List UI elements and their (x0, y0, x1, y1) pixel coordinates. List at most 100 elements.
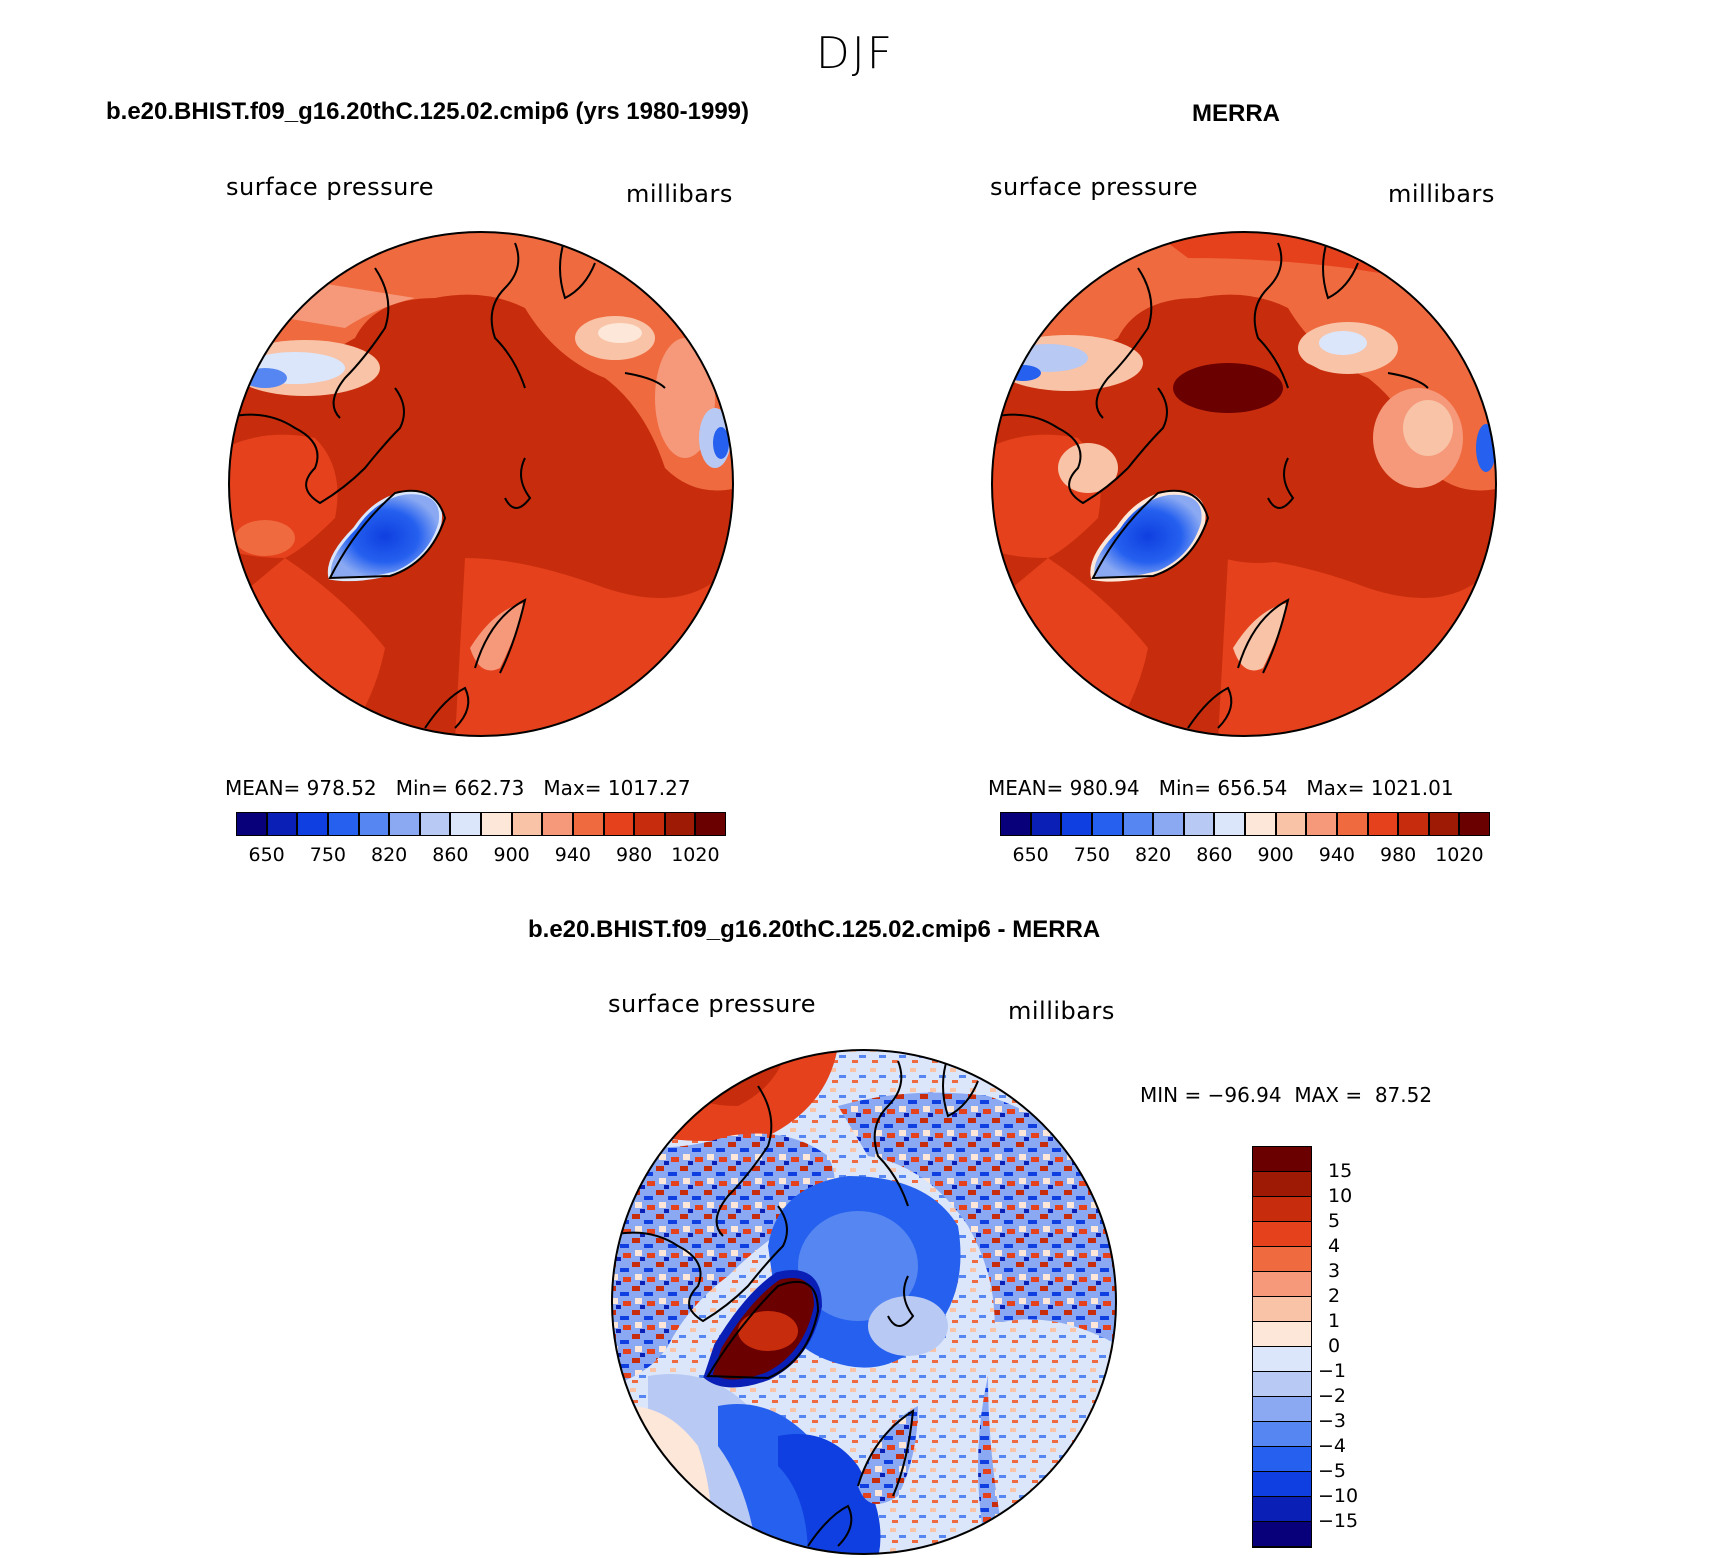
panel3-colorbar-tick-label: −15 (1318, 1510, 1359, 1532)
panel2-colorbar-swatch (1428, 812, 1460, 836)
panel3-stats: MIN = −96.94 MAX = 87.52 (1140, 1083, 1432, 1107)
panel2-title: MERRA (1192, 100, 1280, 127)
panel2-colorbar-tick-label: 980 (1379, 844, 1417, 866)
panel1-colorbar-tick-label: 860 (432, 844, 469, 866)
panel1-colorbar-tick-label: 900 (493, 844, 530, 866)
panel3-colorbar-swatch (1253, 1447, 1311, 1472)
panel2-colorbar-labels: 650 750 820 860 900 940 980 1020 (1000, 844, 1490, 870)
panel3-colorbar-labels: 15 10 5 4 3 2 1 0 −1 −2 −3 −4 −5 −10 −15 (1318, 1146, 1380, 1546)
panel3-colorbar-swatch (1253, 1397, 1311, 1422)
panel2-colorbar-swatch (1122, 812, 1154, 836)
panel3-colorbar-swatch (1253, 1347, 1311, 1372)
panel2-arctic-high (1173, 363, 1283, 413)
panel3-colorbar-swatch (1253, 1497, 1311, 1522)
panel1-colorbar-swatch (511, 812, 543, 836)
panel3-colorbar-swatch (1253, 1147, 1311, 1172)
panel2-colorbar-swatch (1061, 812, 1092, 836)
panel1-colorbar-swatch (695, 812, 726, 836)
panel3-colorbar-tick-label: 1 (1328, 1310, 1341, 1332)
panel2-colorbar (1000, 812, 1490, 836)
panel3-max-value: 87.52 (1374, 1083, 1433, 1107)
panel2-colorbar-swatch (1245, 812, 1276, 836)
panel3-min-value: −96.94 (1207, 1083, 1282, 1107)
panel3-colorbar-swatch (1253, 1272, 1311, 1297)
panel3-colorbar-tick-label: −10 (1318, 1485, 1359, 1507)
panel1-max-value: 1017.27 (607, 776, 691, 800)
panel1-colorbar-swatch (389, 812, 420, 836)
panel2-min-label: Min= (1158, 776, 1211, 800)
panel2-colorbar-swatch (1030, 812, 1062, 836)
panel2-variable: surface pressure (990, 173, 1198, 201)
panel1-polar-map (228, 231, 734, 737)
panel2-mean-label: MEAN= (988, 776, 1064, 800)
panel1-variable: surface pressure (226, 173, 434, 201)
panel1-mean-value: 978.52 (306, 776, 377, 800)
panel1-mean-label: MEAN= (225, 776, 301, 800)
panel1-colorbar-swatch (603, 812, 635, 836)
panel1-stats: MEAN= 978.52 Min= 662.73 Max= 1017.27 (225, 776, 691, 800)
panel1-colorbar-swatch (542, 812, 573, 836)
panel3-colorbar-swatch (1253, 1297, 1311, 1322)
panel3-colorbar-tick-label: −2 (1318, 1385, 1347, 1407)
panel3-colorbar-tick-label: −1 (1318, 1360, 1347, 1382)
panel2-coastlines (992, 237, 1429, 729)
panel1-min-value: 662.73 (454, 776, 525, 800)
panel1-colorbar-swatch (481, 812, 512, 836)
panel1-colorbar-swatch (419, 812, 451, 836)
panel1-coastlines (229, 237, 666, 729)
panel3-colorbar-tick-label: 3 (1328, 1260, 1341, 1282)
panel2-map-border (991, 231, 1497, 737)
panel1-colorbar-swatch (450, 812, 481, 836)
panel2-colorbar-swatch (1091, 812, 1123, 836)
panel1-colorbar-tick-label: 1020 (671, 844, 720, 866)
panel3-colorbar-swatch (1253, 1522, 1311, 1547)
panel2-colorbar-swatch (1183, 812, 1215, 836)
panel3-colorbar-tick-label: −4 (1318, 1435, 1347, 1457)
panel2-colorbar-swatch (1398, 812, 1429, 836)
panel2-colorbar-tick-label: 940 (1318, 844, 1356, 866)
panel3-colorbar-tick-label: 2 (1328, 1285, 1341, 1307)
panel3-colorbar-swatch (1253, 1372, 1311, 1397)
panel2-colorbar-tick-label: 1020 (1435, 844, 1484, 866)
panel2-units: millibars (1388, 180, 1495, 208)
panel2-colorbar-tick-label: 650 (1012, 844, 1049, 866)
panel3-colorbar-tick-label: 0 (1328, 1335, 1341, 1357)
panel3-colorbar-tick-label: 15 (1328, 1160, 1353, 1182)
panel1-colorbar-tick-label: 820 (370, 844, 408, 866)
panel3-polar-map (611, 1049, 1117, 1555)
figure-title: DJF (815, 28, 895, 79)
panel3-units: millibars (1008, 997, 1115, 1025)
panel2-max-value: 1021.01 (1370, 776, 1454, 800)
panel2-max-label: Max= (1306, 776, 1365, 800)
panel1-colorbar-swatch (572, 812, 604, 836)
panel3-colorbar-swatch (1253, 1222, 1311, 1247)
panel1-colorbar (236, 812, 726, 836)
panel2-colorbar-tick-label: 820 (1134, 844, 1172, 866)
panel3-title: b.e20.BHIST.f09_g16.20thC.125.02.cmip6 -… (528, 916, 1101, 943)
panel1-colorbar-tick-label: 750 (309, 844, 347, 866)
panel2-colorbar-tick-label: 900 (1257, 844, 1294, 866)
panel1-colorbar-swatch (297, 812, 328, 836)
panel3-colorbar-swatch (1253, 1472, 1311, 1497)
panel1-colorbar-tick-label: 650 (248, 844, 285, 866)
panel1-colorbar-swatch (236, 812, 267, 836)
panel1-min-label: Min= (395, 776, 448, 800)
panel2-colorbar-swatch (1336, 812, 1368, 836)
panel3-colorbar-swatch (1253, 1422, 1311, 1447)
panel3-colorbar (1252, 1146, 1312, 1548)
panel2-colorbar-swatch (1275, 812, 1307, 836)
panel2-colorbar-swatch (1306, 812, 1337, 836)
panel1-max-label: Max= (543, 776, 602, 800)
panel3-colorbar-swatch (1253, 1247, 1311, 1272)
panel3-max-label: MAX = (1294, 1083, 1363, 1107)
panel1-title: b.e20.BHIST.f09_g16.20thC.125.02.cmip6 (… (106, 98, 750, 125)
panel3-colorbar-swatch (1253, 1197, 1311, 1222)
panel2-colorbar-tick-label: 750 (1073, 844, 1111, 866)
panel3-namerica-noise (612, 1133, 835, 1386)
panel2-mean-value: 980.94 (1069, 776, 1140, 800)
panel1-colorbar-swatch (634, 812, 665, 836)
panel2-polar-map (991, 231, 1497, 737)
panel1-colorbar-swatch (266, 812, 298, 836)
panel1-colorbar-swatch (327, 812, 359, 836)
panel1-colorbar-labels: 650 750 820 860 900 940 980 1020 (236, 844, 726, 870)
